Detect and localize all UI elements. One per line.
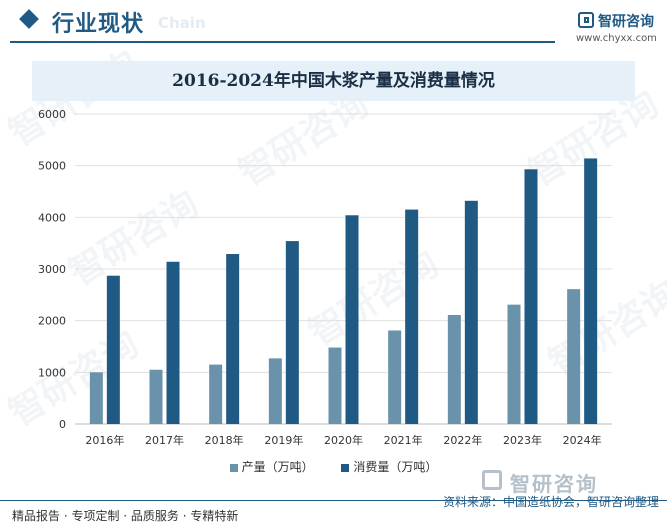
footer-brand-name: 智研咨询 <box>510 472 598 496</box>
x-tick-label: 2023年 <box>503 433 542 447</box>
bar-consumption <box>584 158 598 424</box>
chart-title-band: 2016-2024年中国木浆产量及消费量情况 <box>32 61 635 101</box>
footer-tagline: 精品报告 · 专项定制 · 品质服务 · 专精特新 <box>12 509 239 523</box>
legend-label-production: 产量（万吨） <box>241 460 314 474</box>
y-tick-label: 0 <box>59 418 66 431</box>
legend-item-consumption: 消费量（万吨） <box>341 458 437 475</box>
header-bar: 行业现状 Chain <box>0 0 667 44</box>
bar-consumption <box>345 215 359 424</box>
legend-swatch-consumption <box>341 463 350 472</box>
bar-production <box>507 304 521 424</box>
data-source: 资料来源：中国造纸协会，智研咨询整理 <box>442 495 659 509</box>
bar-chart: 0 1000 2000 3000 4000 5000 6000 2016年 2017年 2018年… <box>38 108 612 447</box>
bar-production <box>89 372 103 424</box>
bar-consumption <box>524 169 538 424</box>
footer-rule <box>0 500 667 501</box>
bar-consumption <box>166 261 180 424</box>
x-tick-label: 2020年 <box>324 433 363 447</box>
y-tick-label: 6000 <box>38 108 66 121</box>
y-tick-label: 3000 <box>38 263 66 276</box>
chart-legend: 产量（万吨） 消费量（万吨） <box>0 458 667 475</box>
x-tick-label: 2019年 <box>264 433 303 447</box>
bar-consumption <box>464 200 478 424</box>
bar-production <box>447 314 461 424</box>
legend-swatch-production <box>229 463 238 472</box>
bar-consumption <box>405 209 419 424</box>
bar-production <box>268 358 282 424</box>
bar-production <box>567 289 581 424</box>
y-tick-label: 5000 <box>38 160 66 173</box>
brand-mark-icon <box>578 12 594 28</box>
x-tick-label: 2021年 <box>384 433 423 447</box>
footer-brand-mark-icon <box>482 470 502 490</box>
bar-consumption <box>226 254 240 424</box>
y-tick-label: 2000 <box>38 315 66 328</box>
x-tick-label: 2018年 <box>205 433 244 447</box>
ghost-text: Chain <box>158 14 206 32</box>
x-tick-label: 2016年 <box>85 433 124 447</box>
x-tick-label: 2017年 <box>145 433 184 447</box>
y-tick-label: 1000 <box>38 366 66 379</box>
legend-item-production: 产量（万吨） <box>229 458 314 475</box>
bar-production <box>149 369 163 424</box>
bar-consumption <box>285 241 299 424</box>
bar-production <box>388 330 402 424</box>
brand-name: 智研咨询 <box>598 14 654 30</box>
section-title: 行业现状 <box>52 12 145 37</box>
legend-label-consumption: 消费量（万吨） <box>353 460 438 474</box>
y-tick-label: 4000 <box>38 211 66 224</box>
brand-logo: 智研咨询 www.chyxx.com <box>574 11 664 47</box>
bar-consumption <box>106 275 120 424</box>
x-tick-label: 2024年 <box>563 433 602 447</box>
brand-url: www.chyxx.com <box>576 33 657 44</box>
x-tick-label: 2022年 <box>443 433 482 447</box>
bar-production <box>328 347 342 424</box>
bar-production <box>209 364 223 424</box>
chart-title: 2016-2024年中国木浆产量及消费量情况 <box>172 71 495 91</box>
header-rule <box>10 41 555 43</box>
diamond-icon <box>19 9 39 29</box>
